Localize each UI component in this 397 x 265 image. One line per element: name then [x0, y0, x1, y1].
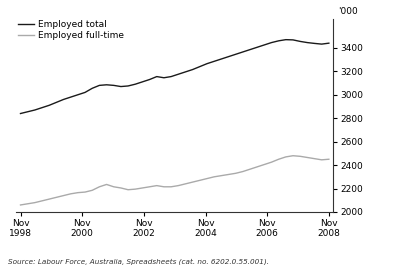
- Employed full-time: [183, 182, 188, 186]
- Employed total: [183, 70, 188, 73]
- Employed total: [283, 38, 288, 41]
- Employed full-time: [68, 192, 73, 195]
- Employed full-time: [119, 186, 123, 189]
- Employed full-time: [126, 188, 131, 191]
- Employed total: [176, 73, 181, 76]
- Employed total: [119, 85, 123, 88]
- Employed full-time: [233, 172, 238, 175]
- Employed total: [312, 42, 317, 45]
- Employed total: [248, 48, 252, 51]
- Employed full-time: [212, 175, 216, 178]
- Employed total: [162, 76, 166, 79]
- Employed total: [61, 98, 66, 101]
- Employed full-time: [133, 188, 138, 191]
- Employed total: [276, 39, 281, 42]
- Employed total: [197, 65, 202, 68]
- Employed full-time: [18, 203, 23, 206]
- Employed full-time: [162, 185, 166, 188]
- Employed full-time: [75, 191, 80, 194]
- Employed full-time: [147, 185, 152, 188]
- Employed full-time: [319, 158, 324, 161]
- Employed full-time: [111, 185, 116, 188]
- Employed total: [90, 87, 94, 90]
- Employed full-time: [140, 186, 145, 189]
- Employed full-time: [169, 185, 173, 188]
- Employed total: [75, 93, 80, 96]
- Employed full-time: [54, 196, 59, 199]
- Employed total: [305, 41, 310, 44]
- Employed full-time: [276, 158, 281, 161]
- Employed full-time: [61, 194, 66, 197]
- Employed full-time: [204, 177, 209, 180]
- Employed full-time: [312, 157, 317, 160]
- Employed full-time: [104, 183, 109, 186]
- Employed full-time: [190, 180, 195, 184]
- Employed total: [33, 108, 37, 112]
- Employed total: [104, 83, 109, 86]
- Employed full-time: [248, 168, 252, 171]
- Employed full-time: [269, 161, 274, 164]
- Employed full-time: [33, 201, 37, 204]
- Employed full-time: [154, 184, 159, 187]
- Employed total: [40, 106, 44, 109]
- Employed full-time: [83, 191, 87, 194]
- Employed full-time: [283, 155, 288, 158]
- Employed total: [262, 43, 267, 47]
- Employed total: [133, 83, 138, 86]
- Employed total: [326, 42, 331, 45]
- Employed total: [169, 75, 173, 78]
- Employed total: [83, 91, 87, 94]
- Employed total: [226, 55, 231, 58]
- Employed full-time: [241, 170, 245, 173]
- Employed total: [111, 84, 116, 87]
- Employed total: [204, 62, 209, 65]
- Employed total: [319, 42, 324, 46]
- Employed total: [154, 75, 159, 78]
- Employed total: [212, 60, 216, 63]
- Employed full-time: [291, 154, 295, 157]
- Employed total: [233, 53, 238, 56]
- Text: '000: '000: [337, 7, 357, 16]
- Line: Employed full-time: Employed full-time: [21, 156, 329, 205]
- Employed total: [241, 50, 245, 54]
- Employed full-time: [90, 189, 94, 192]
- Employed full-time: [40, 199, 44, 202]
- Employed total: [97, 84, 102, 87]
- Employed total: [291, 38, 295, 42]
- Employed full-time: [305, 156, 310, 159]
- Employed total: [269, 41, 274, 44]
- Employed total: [219, 58, 224, 61]
- Employed total: [147, 78, 152, 81]
- Employed full-time: [176, 184, 181, 187]
- Employed full-time: [25, 202, 30, 205]
- Employed total: [298, 40, 303, 43]
- Employed full-time: [226, 173, 231, 176]
- Text: Source: Labour Force, Australia, Spreadsheets (cat. no. 6202.0.55.001).: Source: Labour Force, Australia, Spreads…: [8, 259, 269, 265]
- Line: Employed total: Employed total: [21, 40, 329, 113]
- Employed full-time: [326, 158, 331, 161]
- Legend: Employed total, Employed full-time: Employed total, Employed full-time: [18, 20, 123, 40]
- Employed full-time: [197, 179, 202, 182]
- Employed full-time: [47, 197, 52, 201]
- Employed full-time: [219, 174, 224, 177]
- Employed total: [25, 110, 30, 113]
- Employed full-time: [97, 185, 102, 188]
- Employed total: [18, 112, 23, 115]
- Employed total: [190, 68, 195, 71]
- Employed full-time: [255, 165, 260, 169]
- Employed total: [140, 80, 145, 83]
- Employed full-time: [262, 163, 267, 166]
- Employed total: [68, 95, 73, 99]
- Employed total: [126, 84, 131, 87]
- Employed full-time: [298, 155, 303, 158]
- Employed total: [255, 46, 260, 49]
- Employed total: [47, 104, 52, 107]
- Employed total: [54, 101, 59, 104]
